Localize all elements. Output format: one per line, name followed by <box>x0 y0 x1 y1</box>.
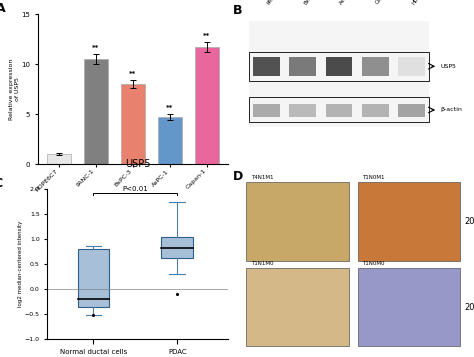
Y-axis label: log2 median-centered intensity: log2 median-centered intensity <box>18 221 23 307</box>
FancyBboxPatch shape <box>289 104 316 117</box>
FancyBboxPatch shape <box>398 104 425 117</box>
Text: T1N0M1: T1N0M1 <box>362 175 385 180</box>
Bar <box>195 47 219 164</box>
Text: A: A <box>0 2 6 15</box>
Text: AsPC-1: AsPC-1 <box>339 0 354 5</box>
Text: T1N0M0: T1N0M0 <box>362 261 385 266</box>
FancyBboxPatch shape <box>253 104 280 117</box>
Text: D: D <box>233 170 243 183</box>
Text: HDPE6C7: HDPE6C7 <box>411 0 429 5</box>
Title: USP5: USP5 <box>125 159 150 169</box>
Text: BxPC-3: BxPC-3 <box>303 0 318 5</box>
Text: **: ** <box>129 71 137 77</box>
FancyBboxPatch shape <box>246 182 349 261</box>
Text: PANC-1: PANC-1 <box>266 0 282 5</box>
FancyBboxPatch shape <box>358 268 460 346</box>
FancyBboxPatch shape <box>249 21 429 127</box>
Text: **: ** <box>92 45 99 51</box>
Bar <box>121 84 145 164</box>
Text: T4N1M1: T4N1M1 <box>251 175 273 180</box>
Text: 20F: 20F <box>465 217 474 226</box>
Y-axis label: Relative expression
of USP5: Relative expression of USP5 <box>9 59 20 120</box>
Text: USP5: USP5 <box>440 64 456 69</box>
FancyBboxPatch shape <box>326 57 352 76</box>
FancyBboxPatch shape <box>326 104 352 117</box>
Text: 20F: 20F <box>465 302 474 312</box>
Bar <box>83 59 108 164</box>
Bar <box>158 117 182 164</box>
FancyBboxPatch shape <box>253 57 280 76</box>
Text: β-actin: β-actin <box>440 107 462 112</box>
Text: **: ** <box>166 105 173 111</box>
FancyBboxPatch shape <box>289 57 316 76</box>
Bar <box>161 237 193 258</box>
Bar <box>46 154 71 164</box>
Text: C: C <box>0 177 2 190</box>
Text: Capan-1: Capan-1 <box>375 0 392 5</box>
Text: **: ** <box>203 33 210 39</box>
Text: B: B <box>233 4 243 17</box>
FancyBboxPatch shape <box>358 182 460 261</box>
Text: T1N1M0: T1N1M0 <box>251 261 273 266</box>
FancyBboxPatch shape <box>362 57 389 76</box>
FancyBboxPatch shape <box>362 104 389 117</box>
Text: P<0.01: P<0.01 <box>122 186 148 192</box>
FancyBboxPatch shape <box>398 57 425 76</box>
Bar <box>78 249 109 307</box>
FancyBboxPatch shape <box>246 268 349 346</box>
